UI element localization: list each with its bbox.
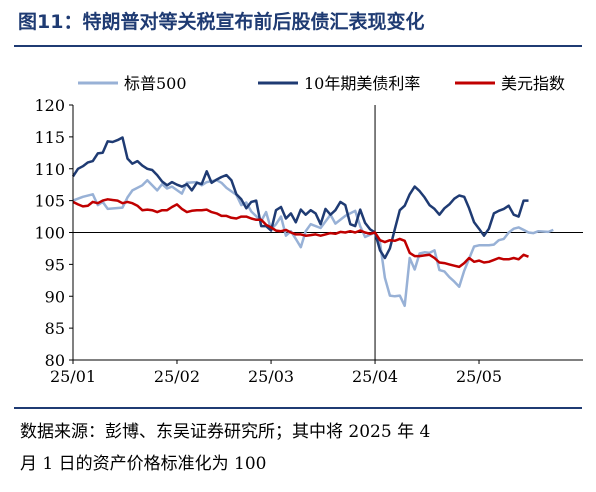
footer-rule xyxy=(14,407,582,409)
x-tick-label: 25/03 xyxy=(248,367,294,386)
y-tick-label: 80 xyxy=(45,351,65,370)
figure-title: 图11：特朗普对等关税宣布前后股债汇表现变化 xyxy=(18,11,425,33)
legend-label-2: 美元指数 xyxy=(501,74,565,93)
series-layer xyxy=(71,136,554,308)
series-line-0 xyxy=(72,178,554,308)
legend-label-1: 10年期美债利率 xyxy=(304,74,420,93)
title-rule xyxy=(14,45,582,47)
chart: 标普500 10年期美债利率 美元指数 80 85 90 95 100 105 110 115 12… xyxy=(34,74,583,386)
series-line-1 xyxy=(71,136,529,260)
x-tick-label: 25/04 xyxy=(352,367,398,386)
legend: 标普500 10年期美债利率 美元指数 xyxy=(78,74,565,93)
y-tick-label: 90 xyxy=(45,287,65,306)
source-line-1: 数据来源：彭博、东吴证券研究所；其中将 2025 年 4 xyxy=(20,422,431,442)
y-tick-label: 110 xyxy=(34,160,65,179)
source-note: 数据来源：彭博、东吴证券研究所；其中将 2025 年 4 月 1 日的资产价格标… xyxy=(20,416,580,480)
x-tick-label: 25/01 xyxy=(50,367,96,386)
y-tick-label: 115 xyxy=(34,128,65,147)
x-tick-label: 25/05 xyxy=(456,367,502,386)
y-tick-label: 85 xyxy=(45,319,65,338)
axes: 80 85 90 95 100 105 110 115 120 25/01 25/02 25/03 25… xyxy=(34,96,583,386)
legend-label-0: 标普500 xyxy=(124,74,187,93)
y-tick-label: 120 xyxy=(34,96,65,115)
source-line-2: 月 1 日的资产价格标准化为 100 xyxy=(20,454,267,474)
series-line-2 xyxy=(72,198,529,269)
y-tick-label: 105 xyxy=(34,192,65,211)
x-tick-label: 25/02 xyxy=(154,367,200,386)
y-tick-label: 95 xyxy=(45,255,65,274)
y-tick-label: 100 xyxy=(34,224,65,243)
